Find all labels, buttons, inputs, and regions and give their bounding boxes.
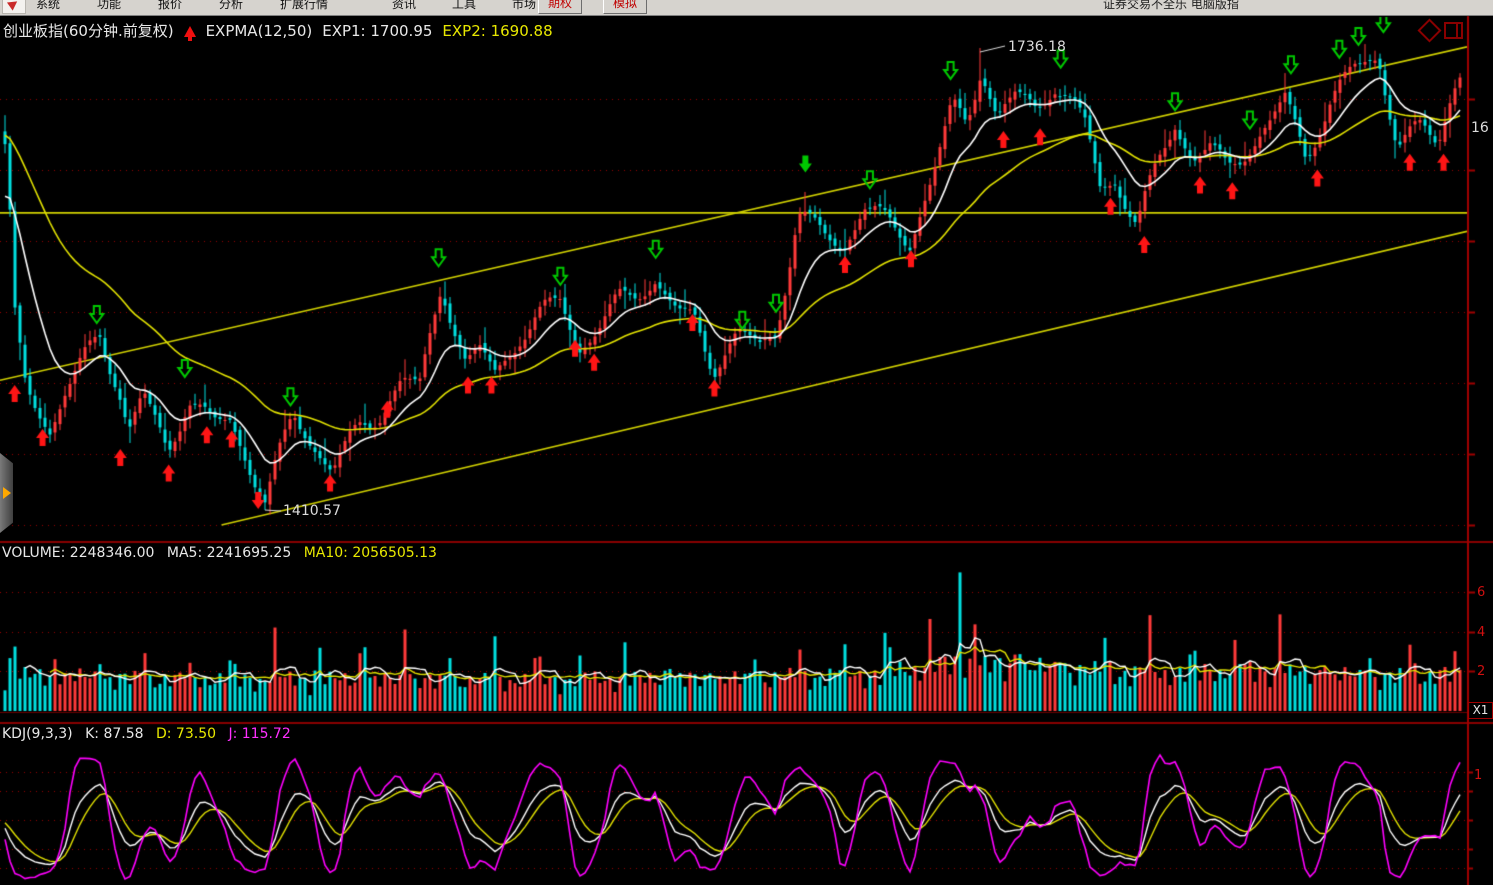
volume-axis-label-2: 2 xyxy=(1477,664,1486,679)
volume-axis-label-6: 6 xyxy=(1477,585,1486,600)
high-price-annotation: 1736.18 xyxy=(1008,39,1066,55)
menu-item-market[interactable]: 市场 xyxy=(512,0,537,11)
up-arrow-icon xyxy=(183,26,196,41)
app-icon[interactable] xyxy=(2,0,26,14)
menu-item-function[interactable]: 功能 xyxy=(97,0,122,11)
volume-unit-box: X1 xyxy=(1468,702,1493,719)
menu-item-quotes[interactable]: 报价 xyxy=(158,0,183,11)
volume-axis-label-4: 4 xyxy=(1477,625,1486,640)
kdj-indicator-label[interactable]: KDJ(9,3,3) xyxy=(2,726,73,742)
menu-button-simulate[interactable]: 模拟 xyxy=(603,0,648,14)
kdj-d-value: D: 73.50 xyxy=(155,726,217,742)
menu-item-analysis[interactable]: 分析 xyxy=(219,0,244,11)
diamond-icon[interactable] xyxy=(1417,18,1442,43)
volume-value: VOLUME: 2248346.00 xyxy=(2,545,155,561)
menu-item-system[interactable]: 系统 xyxy=(36,0,61,11)
side-panel-expand-tab[interactable] xyxy=(0,453,13,533)
kdj-axis-partial-label: 1 xyxy=(1474,768,1483,783)
menu-item-extended-quotes[interactable]: 扩展行情 xyxy=(280,0,329,11)
current-price-partial-label: 16 xyxy=(1471,120,1489,136)
low-price-annotation: 1410.57 xyxy=(283,503,341,519)
exp1-value: EXP1: 1700.95 xyxy=(322,22,433,40)
volume-ma10-value: MA10: 2056505.13 xyxy=(303,545,437,561)
menu-bar: 系统 功能 报价 分析 扩展行情 资讯 工具 市场 期权 模拟 证券交易不全乐 … xyxy=(0,0,1493,16)
kdj-j-value: J: 115.72 xyxy=(228,726,291,742)
expand-arrow-icon xyxy=(3,487,11,499)
app-logo-icon xyxy=(6,0,21,11)
expma-indicator-label[interactable]: EXPMA(12,50) xyxy=(205,22,313,40)
main-pane-header: 创业板指(60分钟.前复权) EXPMA(12,50) EXP1: 1700.95 E… xyxy=(3,20,563,41)
exp2-value: EXP2: 1690.88 xyxy=(442,22,553,40)
menu-button-options[interactable]: 期权 xyxy=(538,0,583,14)
menu-item-tools[interactable]: 工具 xyxy=(452,0,477,11)
menu-item-news[interactable]: 资讯 xyxy=(392,0,417,11)
volume-ma5-value: MA5: 2241695.25 xyxy=(166,545,292,561)
menu-right-text: 证券交易不全乐 电脑版指 xyxy=(1103,0,1239,11)
kdj-pane-header: KDJ(9,3,3) K: 87.58 D: 73.50 J: 115.72 xyxy=(2,726,291,742)
kdj-k-value: K: 87.58 xyxy=(85,726,144,742)
instrument-title: 创业板指(60分钟.前复权) xyxy=(3,22,174,40)
window-icon[interactable] xyxy=(1444,22,1463,39)
volume-pane-header: VOLUME: 2248346.00 MA5: 2241695.25 MA10:… xyxy=(2,545,437,561)
